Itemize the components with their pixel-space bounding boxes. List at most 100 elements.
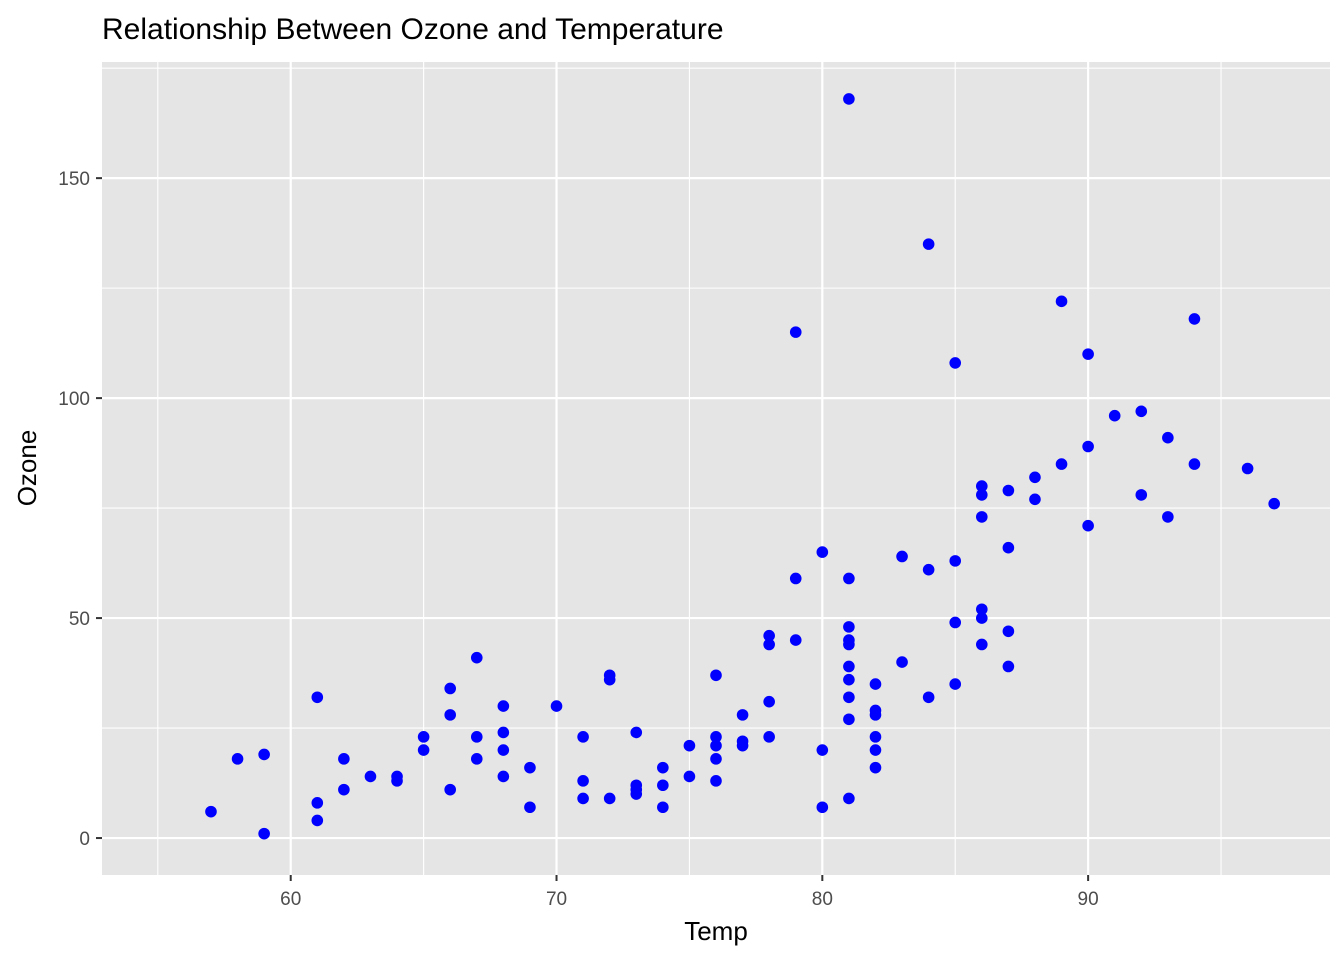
data-point <box>896 656 908 668</box>
y-axis-title: Ozone <box>12 430 42 507</box>
major-gridlines <box>102 62 1330 875</box>
data-point <box>922 238 935 250</box>
data-point <box>816 801 829 814</box>
data-point <box>1082 348 1094 360</box>
data-point <box>683 770 696 783</box>
data-point <box>258 748 270 761</box>
data-point <box>869 678 882 690</box>
data-point <box>1002 660 1015 673</box>
data-point <box>976 511 988 523</box>
data-point <box>710 731 722 743</box>
data-point <box>1082 519 1094 532</box>
x-tick-label: 60 <box>280 889 301 910</box>
data-point <box>550 700 563 712</box>
data-point <box>1002 541 1015 554</box>
data-point <box>470 651 483 664</box>
data-point <box>763 731 775 743</box>
x-tick-label: 70 <box>546 889 567 910</box>
data-point <box>311 814 324 827</box>
data-point <box>736 739 749 752</box>
data-point <box>577 792 589 805</box>
data-point <box>976 638 988 651</box>
data-point <box>843 792 855 805</box>
data-point <box>949 678 962 690</box>
data-point <box>843 93 855 105</box>
data-point <box>763 695 775 708</box>
data-point <box>1055 458 1068 470</box>
data-point <box>949 357 962 369</box>
data-point <box>843 660 855 673</box>
data-point <box>922 691 935 704</box>
plot-panel <box>102 62 1330 875</box>
y-tick-label: 50 <box>69 609 90 630</box>
data-point <box>205 805 217 818</box>
data-point <box>470 753 483 765</box>
data-point <box>444 783 456 796</box>
data-point <box>1135 405 1148 418</box>
x-tick-label: 90 <box>1078 889 1099 910</box>
data-point <box>258 827 270 840</box>
data-point <box>896 550 908 563</box>
data-point <box>1082 440 1094 453</box>
x-tick-label: 80 <box>812 889 833 910</box>
data-point <box>710 739 722 752</box>
data-point <box>630 788 643 800</box>
data-point <box>577 775 589 787</box>
data-point <box>869 731 882 743</box>
data-point <box>524 801 536 814</box>
data-point <box>1108 409 1121 422</box>
data-point <box>976 480 988 492</box>
data-point <box>1188 313 1201 325</box>
data-point <box>843 638 855 651</box>
data-point <box>497 744 510 756</box>
data-point <box>683 739 696 752</box>
data-point <box>922 563 935 576</box>
data-point <box>417 731 430 743</box>
data-point <box>843 691 855 704</box>
data-point <box>524 761 536 774</box>
data-point <box>843 621 855 633</box>
data-point <box>816 546 829 558</box>
data-point <box>1002 625 1015 638</box>
data-point <box>657 761 669 774</box>
data-point <box>949 555 962 567</box>
data-point <box>497 700 510 712</box>
data-point <box>1135 489 1148 501</box>
data-point <box>869 744 882 756</box>
data-point <box>497 770 510 783</box>
data-point <box>444 682 456 695</box>
data-point <box>976 489 988 501</box>
data-point <box>497 726 510 739</box>
y-axis: 0 50 100 150 <box>58 169 102 850</box>
data-point <box>763 629 775 642</box>
y-tick-label: 100 <box>58 389 90 410</box>
data-point <box>789 326 802 338</box>
y-tick-label: 150 <box>58 169 90 190</box>
data-point <box>789 572 802 585</box>
minor-gridlines <box>102 62 1330 875</box>
data-point <box>338 783 350 796</box>
data-point <box>1162 511 1174 523</box>
data-point <box>311 797 324 809</box>
data-point <box>630 726 643 739</box>
data-point <box>470 731 483 743</box>
data-point <box>976 612 988 624</box>
data-point <box>816 744 829 756</box>
x-axis: 60 70 80 90 <box>280 875 1099 910</box>
data-point <box>444 709 456 721</box>
data-point <box>710 775 722 787</box>
data-point <box>338 753 350 765</box>
data-point <box>843 673 855 686</box>
data-point <box>657 801 669 814</box>
data-point <box>391 775 403 787</box>
data-point <box>1241 462 1254 475</box>
data-point <box>869 761 882 774</box>
data-point <box>869 709 882 721</box>
data-point <box>843 713 855 726</box>
data-point <box>763 638 775 651</box>
data-point <box>1162 431 1174 444</box>
data-point <box>736 709 749 721</box>
data-point <box>577 731 589 743</box>
data-point <box>710 669 722 682</box>
